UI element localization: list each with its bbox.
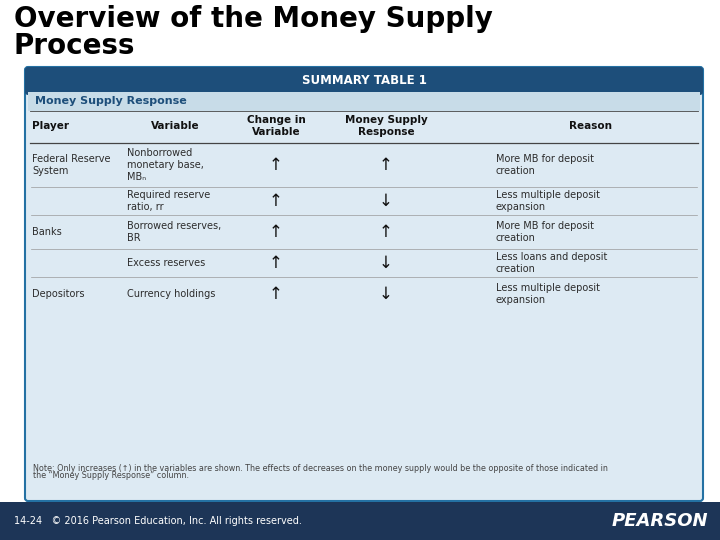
Text: Less multiple deposit
expansion: Less multiple deposit expansion <box>496 190 600 212</box>
Text: the “Money Supply Response” column.: the “Money Supply Response” column. <box>33 471 189 480</box>
Text: Less multiple deposit
expansion: Less multiple deposit expansion <box>496 283 600 305</box>
FancyBboxPatch shape <box>25 67 703 501</box>
Text: Currency holdings: Currency holdings <box>127 289 215 299</box>
Text: Required reserve
ratio, rr: Required reserve ratio, rr <box>127 190 210 212</box>
Text: Overview of the Money Supply: Overview of the Money Supply <box>14 5 493 33</box>
Text: Reason: Reason <box>570 121 613 131</box>
Text: ↑: ↑ <box>379 223 393 241</box>
Text: ↑: ↑ <box>269 223 283 241</box>
Text: Less loans and deposit
creation: Less loans and deposit creation <box>496 252 608 274</box>
Bar <box>28 81 700 92</box>
Text: Federal Reserve
System: Federal Reserve System <box>32 154 110 176</box>
Bar <box>28 92 700 111</box>
Text: ↑: ↑ <box>379 156 393 174</box>
Text: Money Supply
Response: Money Supply Response <box>345 115 428 137</box>
Bar <box>0 502 720 540</box>
Text: Change in
Variable: Change in Variable <box>247 115 305 137</box>
Text: ↑: ↑ <box>269 254 283 272</box>
Text: ↓: ↓ <box>379 285 393 303</box>
Text: 14-24   © 2016 Pearson Education, Inc. All rights reserved.: 14-24 © 2016 Pearson Education, Inc. All… <box>14 516 302 526</box>
Text: ↑: ↑ <box>269 285 283 303</box>
Text: Process: Process <box>14 32 135 60</box>
Text: Variable: Variable <box>150 121 199 131</box>
Text: ↓: ↓ <box>379 192 393 210</box>
FancyBboxPatch shape <box>25 67 703 95</box>
Text: PEARSON: PEARSON <box>611 512 708 530</box>
Text: Nonborrowed
monetary base,
MBₙ: Nonborrowed monetary base, MBₙ <box>127 148 204 181</box>
Text: More MB for deposit
creation: More MB for deposit creation <box>496 154 594 176</box>
Text: Excess reserves: Excess reserves <box>127 258 205 268</box>
Text: ↑: ↑ <box>269 156 283 174</box>
Text: Money Supply Response: Money Supply Response <box>35 97 186 106</box>
Text: ↑: ↑ <box>269 192 283 210</box>
Text: Player: Player <box>32 121 69 131</box>
Text: SUMMARY TABLE 1: SUMMARY TABLE 1 <box>302 75 426 87</box>
Text: Banks: Banks <box>32 227 62 237</box>
Text: ↓: ↓ <box>379 254 393 272</box>
Text: Depositors: Depositors <box>32 289 84 299</box>
Text: More MB for deposit
creation: More MB for deposit creation <box>496 221 594 243</box>
Text: Note: Only increases (↑) in the variables are shown. The effects of decreases on: Note: Only increases (↑) in the variable… <box>33 464 608 473</box>
Text: Borrowed reserves,
BR: Borrowed reserves, BR <box>127 221 221 243</box>
